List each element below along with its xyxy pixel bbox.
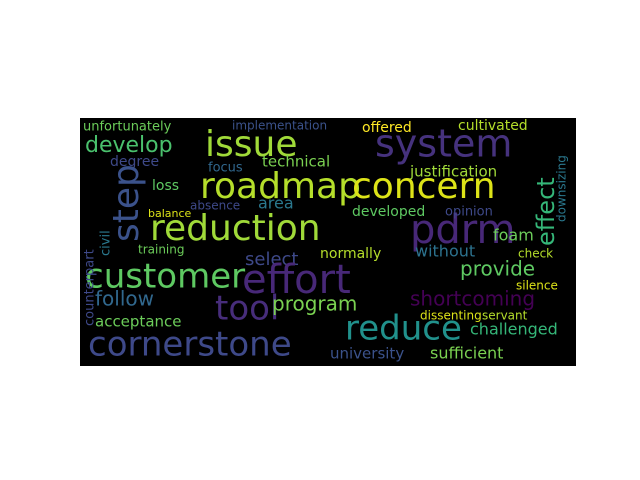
word: sufficient: [430, 344, 503, 363]
word: counterpart: [83, 249, 98, 326]
word: implementation: [232, 119, 327, 133]
word: silence: [516, 279, 558, 293]
word: servant: [482, 309, 528, 323]
word: effort: [242, 257, 351, 303]
word: pdrm: [410, 207, 516, 253]
word: civil: [99, 230, 114, 256]
word: university: [330, 345, 404, 363]
word: without: [415, 242, 475, 261]
word: select: [245, 249, 298, 270]
word: check: [518, 247, 553, 261]
word: reduction: [150, 208, 321, 249]
word: system: [375, 122, 512, 166]
word: focus: [208, 161, 243, 176]
word: cornerstone: [88, 325, 292, 365]
word: roadmap: [200, 166, 361, 207]
word: reduce: [345, 309, 462, 349]
word: acceptance: [95, 313, 182, 331]
word: cultivated: [458, 118, 528, 134]
word: opinion: [445, 205, 493, 220]
word: program: [272, 292, 357, 316]
word: provide: [460, 257, 535, 281]
word: dissenting: [420, 309, 482, 323]
word: normally: [320, 246, 381, 262]
word: unfortunately: [83, 120, 172, 135]
word: developed: [352, 204, 425, 220]
word: downsizing: [555, 155, 569, 222]
word: tool: [215, 289, 279, 329]
word: technical: [262, 153, 330, 171]
word-cloud-background: [80, 118, 576, 366]
word: develop: [85, 133, 173, 158]
word: balance: [148, 207, 192, 220]
word: shortcoming: [410, 287, 535, 311]
word: area: [258, 194, 294, 213]
word: offered: [362, 120, 412, 136]
word: training: [138, 243, 185, 257]
word: effect: [532, 177, 560, 246]
word: step: [106, 164, 147, 242]
word: concern: [352, 166, 496, 207]
word: follow: [95, 287, 154, 311]
word: degree: [110, 154, 159, 170]
word: issue: [205, 124, 297, 165]
word: challenged: [470, 320, 558, 339]
word: customer: [85, 257, 245, 297]
word: foam: [493, 226, 534, 245]
word: absence: [190, 199, 240, 213]
word: justification: [409, 163, 497, 181]
word: loss: [152, 178, 179, 194]
